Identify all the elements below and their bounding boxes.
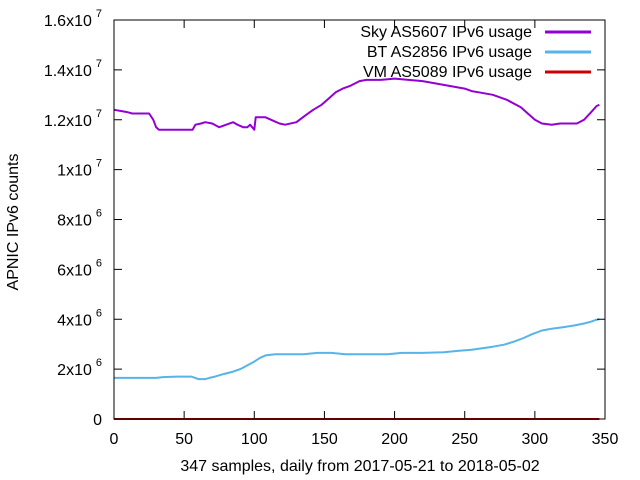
legend: Sky AS5607 IPv6 usage BT AS2856 IPv6 usag… (360, 24, 591, 81)
y-tick-label: 1.4x10 7 (44, 58, 102, 80)
y-tick-exponent: 6 (96, 208, 102, 220)
y-tick-exponent: 7 (96, 158, 102, 170)
y-tick-exponent: 6 (96, 357, 102, 369)
y-tick-label: 1.2x10 7 (44, 108, 102, 130)
y-tick-exponent: 6 (96, 307, 102, 319)
y-tick-label: 8x10 6 (57, 208, 102, 230)
y-tick-mantissa: 2x10 (57, 362, 92, 379)
x-tick-label: 0 (110, 431, 119, 448)
x-tick-label: 50 (175, 431, 193, 448)
y-tick-label: 1x10 7 (57, 158, 102, 180)
legend-label: Sky AS5607 IPv6 usage (360, 24, 532, 41)
y-tick-label: 6x10 6 (57, 257, 102, 279)
y-tick-label: 1.6x10 7 (44, 8, 102, 30)
series-line-0 (113, 77, 600, 131)
x-axis-title: 347 samples, daily from 2017-05-21 to 20… (180, 458, 539, 475)
x-tick-label: 200 (381, 431, 408, 448)
y-tick-mantissa: 1.4x10 (44, 63, 92, 80)
y-tick-label: 0 (93, 412, 102, 429)
y-tick-exponent: 7 (96, 108, 102, 120)
y-tick-mantissa: 4x10 (57, 312, 92, 329)
x-tick-label: 150 (311, 431, 338, 448)
y-tick-label: 2x10 6 (57, 357, 102, 379)
x-tick-label: 350 (592, 431, 619, 448)
x-tick-label: 250 (451, 431, 478, 448)
y-tick-exponent: 7 (96, 58, 102, 70)
y-tick-exponent: 7 (96, 8, 102, 20)
y-tick-mantissa: 1.6x10 (44, 13, 92, 30)
x-tick-label: 100 (241, 431, 268, 448)
legend-label: BT AS2856 IPv6 usage (367, 44, 532, 61)
y-tick-mantissa: 1.2x10 (44, 113, 92, 130)
y-tick-exponent: 6 (96, 257, 102, 269)
y-tick-mantissa: 8x10 (57, 213, 92, 230)
y-tick-mantissa: 6x10 (57, 262, 92, 279)
y-tick-label: 4x10 6 (57, 307, 102, 329)
legend-label: VM AS5089 IPv6 usage (363, 64, 532, 81)
y-axis-title: APNIC IPv6 counts (5, 154, 22, 291)
x-tick-label: 300 (522, 431, 549, 448)
y-tick-mantissa: 1x10 (57, 163, 92, 180)
y-tick-mantissa: 0 (93, 412, 102, 429)
series-line-1 (114, 318, 600, 381)
